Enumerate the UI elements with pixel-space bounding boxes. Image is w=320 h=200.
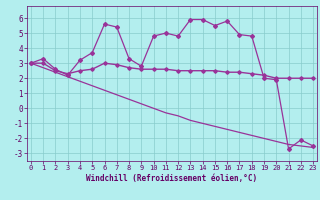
X-axis label: Windchill (Refroidissement éolien,°C): Windchill (Refroidissement éolien,°C)	[86, 174, 258, 183]
